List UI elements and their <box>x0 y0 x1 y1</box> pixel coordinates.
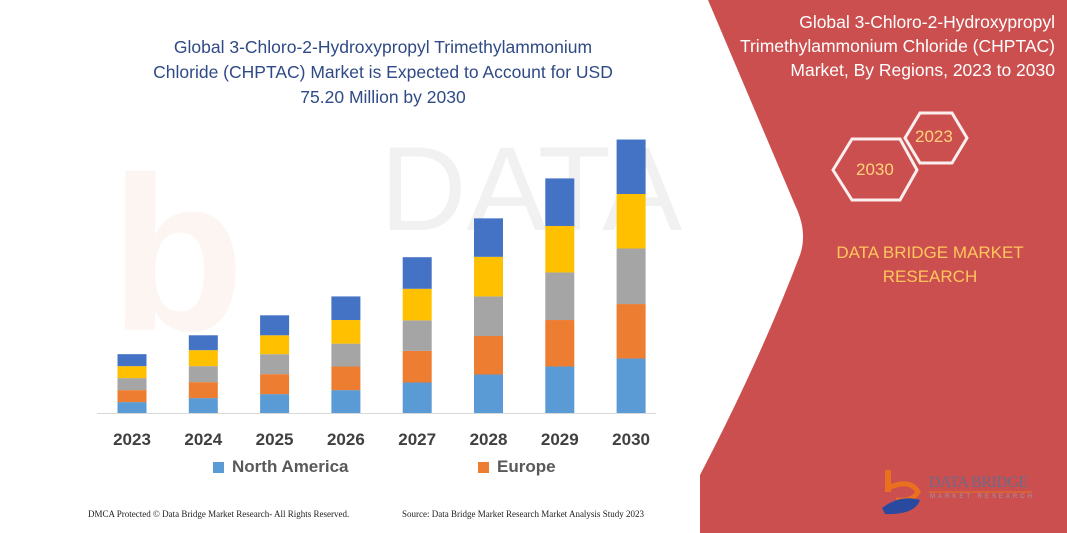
bar-segment-2030-series-4 <box>616 194 646 249</box>
legend-north-america: North America <box>213 457 349 477</box>
side-title-line: Global 3-Chloro-2-Hydroxypropyl <box>799 12 1055 32</box>
bar-segment-2025-north-america <box>260 394 290 413</box>
chart-title-line: Chloride (CHPTAC) Market is Expected to … <box>153 62 613 82</box>
bar-segment-2029-series-4 <box>545 225 575 273</box>
bar-segment-2030-series-5 <box>616 139 646 195</box>
bar-segment-2029-series-3 <box>545 272 575 321</box>
x-tick-label: 2023 <box>113 430 151 449</box>
footer-source: Source: Data Bridge Market Research Mark… <box>402 509 644 519</box>
chart-title-line: Global 3-Chloro-2-Hydroxypropyl Trimethy… <box>173 37 593 57</box>
brand-line: DATA BRIDGE MARKET <box>836 243 1024 262</box>
bar-segment-2029-series-5 <box>545 178 575 226</box>
footer-copyright: DMCA Protected © Data Bridge Market Rese… <box>88 509 350 519</box>
bar-segment-2028-series-4 <box>474 256 503 297</box>
legend-swatch <box>213 461 224 473</box>
side-panel <box>700 0 1067 533</box>
x-tick-label: 2028 <box>469 430 508 449</box>
bar-segment-2026-europe <box>331 366 361 391</box>
bar-segment-2027-north-america <box>402 382 432 413</box>
logo-icon <box>882 470 1032 515</box>
bar-segment-2026-series-4 <box>331 320 361 344</box>
svg-text:b: b <box>110 131 244 377</box>
bar-segment-2027-series-4 <box>402 288 432 321</box>
hexagon-2030 <box>831 137 919 202</box>
side-title-line: Trimethylammonium Chloride (CHPTAC) <box>739 36 1055 56</box>
bar-segment-2024-europe <box>188 382 218 399</box>
bar-segment-2024-series-3 <box>188 366 218 383</box>
legend-swatch <box>478 461 489 473</box>
x-tick-label: 2026 <box>326 430 365 449</box>
bar-segment-2025-series-5 <box>260 315 290 336</box>
legend-europe: Europe <box>478 457 556 477</box>
hexagon-2023 <box>903 111 969 165</box>
x-tick-label: 2027 <box>398 430 437 449</box>
bar-segment-2030-north-america <box>616 358 646 413</box>
bar-segment-2023-series-4 <box>117 366 147 379</box>
bar-segment-2028-series-3 <box>474 296 503 337</box>
chart <box>97 139 656 414</box>
bar-segment-2028-north-america <box>474 374 503 413</box>
bar-segment-2024-north-america <box>188 398 218 413</box>
bar-segment-2023-europe <box>117 390 147 403</box>
bar-segment-2026-series-5 <box>331 296 361 321</box>
bar-segment-2027-series-5 <box>402 257 432 289</box>
bar-segment-2028-series-5 <box>474 218 503 257</box>
x-tick-label: 2029 <box>540 430 579 449</box>
bar-segment-2030-series-3 <box>616 248 646 305</box>
x-tick-label: 2024 <box>184 430 223 449</box>
hex-label-2030: 2030 <box>856 160 894 179</box>
bar-segment-2026-series-3 <box>331 343 361 367</box>
bar-segment-2025-europe <box>260 374 290 395</box>
bar-segment-2028-europe <box>474 336 503 375</box>
logo-text: DATA BRIDGE <box>929 474 1028 491</box>
logo-subtext: MARKET RESEARCH <box>930 494 1035 500</box>
chart-title-line: 75.20 Million by 2030 <box>300 87 466 107</box>
bar-segment-2023-series-3 <box>117 378 147 391</box>
legend-label: North America <box>232 457 349 476</box>
bar-segment-2026-north-america <box>331 390 361 413</box>
brand-line: RESEARCH <box>882 267 978 286</box>
legend-label: Europe <box>497 457 556 476</box>
bar-segment-2029-north-america <box>545 366 575 413</box>
x-tick-label: 2025 <box>255 430 294 449</box>
side-panel-title: Global 3-Chloro-2-Hydroxypropyl Trimethy… <box>725 10 1055 82</box>
bar-segment-2027-europe <box>402 350 432 383</box>
bar-segment-2024-series-4 <box>188 350 218 367</box>
bar-segment-2025-series-3 <box>260 354 290 375</box>
bar-segment-2024-series-5 <box>188 335 218 351</box>
bar-segment-2023-series-5 <box>117 354 147 367</box>
brand-text: DATA BRIDGE MARKET RESEARCH <box>800 241 1060 289</box>
bar-segment-2025-series-4 <box>260 335 290 355</box>
chart-title: Global 3-Chloro-2-Hydroxypropyl Trimethy… <box>130 35 636 110</box>
bar-segment-2029-europe <box>545 320 575 367</box>
hex-label-2023: 2023 <box>915 127 953 146</box>
bar-segment-2023-north-america <box>117 402 147 413</box>
side-title-line: Market, By Regions, 2023 to 2030 <box>790 60 1055 80</box>
x-tick-label: 2030 <box>612 430 650 449</box>
bar-segment-2030-europe <box>616 304 646 359</box>
bar-segment-2027-series-3 <box>402 320 432 351</box>
